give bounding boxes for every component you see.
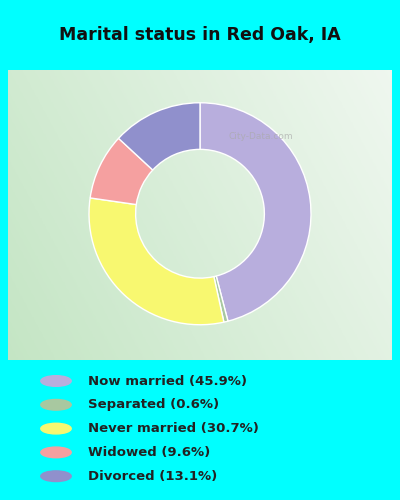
Circle shape (41, 376, 71, 386)
Wedge shape (214, 276, 228, 322)
Text: City-Data.com: City-Data.com (229, 132, 293, 140)
Wedge shape (200, 103, 311, 321)
Text: Now married (45.9%): Now married (45.9%) (88, 374, 247, 388)
Text: Separated (0.6%): Separated (0.6%) (88, 398, 219, 411)
Text: Never married (30.7%): Never married (30.7%) (88, 422, 259, 435)
Text: Widowed (9.6%): Widowed (9.6%) (88, 446, 210, 459)
Circle shape (41, 471, 71, 482)
Text: Marital status in Red Oak, IA: Marital status in Red Oak, IA (59, 26, 341, 44)
Wedge shape (89, 198, 224, 324)
Circle shape (41, 447, 71, 458)
Text: Divorced (13.1%): Divorced (13.1%) (88, 470, 217, 482)
Circle shape (41, 424, 71, 434)
Wedge shape (90, 138, 153, 204)
Wedge shape (118, 102, 200, 170)
Circle shape (41, 400, 71, 410)
